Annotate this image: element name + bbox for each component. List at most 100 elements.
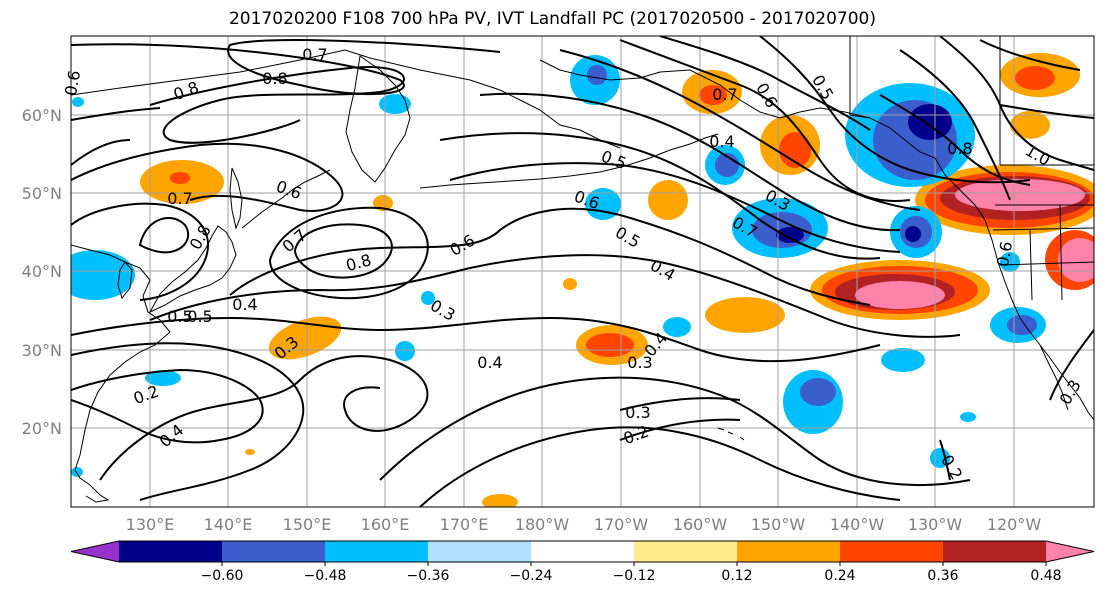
contour-line <box>979 39 1081 71</box>
kuril-islands <box>241 169 331 229</box>
pos-patch <box>482 494 518 507</box>
lon-label: 160°W <box>673 515 728 534</box>
colorbar-segment <box>737 541 841 562</box>
neg-patch <box>379 94 411 114</box>
pos-patch <box>648 180 688 220</box>
contour-line <box>71 202 210 301</box>
pos-patch <box>268 316 342 360</box>
japan-coastline <box>148 225 237 314</box>
pos-patch <box>779 132 811 168</box>
contour-line <box>999 104 1094 119</box>
lon-label: 180°W <box>515 515 570 534</box>
neg-patch <box>395 341 415 361</box>
korea-coastline <box>117 261 133 300</box>
colorbar-segment <box>325 541 429 562</box>
contour-label: 0.6 <box>61 69 84 97</box>
lat-label: 20°N <box>22 419 62 438</box>
colorbar-tick-label: 0.24 <box>824 568 855 584</box>
neg-patch <box>72 97 84 107</box>
colorbar-tick-label: 0.48 <box>1030 568 1061 584</box>
pos-patch <box>855 281 945 309</box>
colorbar-tick-label: −0.12 <box>613 568 656 584</box>
contour-line <box>71 139 131 166</box>
lat-label: 30°N <box>22 341 62 360</box>
contour-label: 0.5 <box>187 307 212 326</box>
lon-label: 170°W <box>594 515 649 534</box>
map-title: 2017020200 F108 700 hPa PV, IVT Landfall… <box>228 9 876 29</box>
contour-line <box>619 418 741 441</box>
contour-label: 0.4 <box>709 132 734 151</box>
neg-patch <box>800 378 836 406</box>
contour-line <box>759 36 1031 184</box>
lon-label: 130°E <box>126 515 175 534</box>
contour-line <box>71 107 161 121</box>
colorbar: −0.60 −0.48 −0.36 −0.24 −0.12 0.12 0.24 0.36 0.4… <box>70 540 1095 584</box>
contour-label: 0.5 <box>167 307 192 326</box>
pos-patch <box>1058 238 1094 282</box>
contour-label: 0.3 <box>627 353 652 372</box>
neg-patch <box>1000 252 1020 272</box>
neg-patch <box>71 250 135 300</box>
lon-label: 120°W <box>987 515 1042 534</box>
contour-line <box>149 254 961 338</box>
contour-line <box>439 132 881 260</box>
positive-anomaly-patches <box>140 53 1094 507</box>
latitude-labels: 60°N 50°N 40°N 30°N 20°N <box>22 106 62 438</box>
colorbar-tick-label: −0.48 <box>304 568 347 584</box>
colorbar-segment <box>531 541 635 562</box>
alaska-coastline <box>539 59 936 159</box>
contour-line <box>229 207 871 306</box>
contour-label: 0.7 <box>167 189 192 208</box>
contour-label: 0.7 <box>712 85 737 104</box>
shaded-anomalies <box>71 53 1094 507</box>
neg-patch <box>585 188 621 220</box>
contour-line <box>138 216 190 254</box>
neg-patch <box>1007 315 1037 335</box>
lon-label: 150°W <box>751 515 806 534</box>
lon-label: 140°W <box>830 515 885 534</box>
contour-line <box>71 39 501 96</box>
colorbar-segment <box>634 541 738 562</box>
pos-patch <box>1010 111 1050 139</box>
contour-line <box>939 439 951 481</box>
lon-label: 150°E <box>283 515 332 534</box>
contour-line <box>71 142 344 212</box>
contour-line <box>619 39 911 202</box>
contour-line <box>659 36 871 131</box>
contour-line <box>619 397 741 411</box>
colorbar-segment <box>119 541 223 562</box>
contour-label: 0.7 <box>302 45 327 64</box>
sakhalin-coastline <box>229 167 243 230</box>
colorbar-tick-label: −0.36 <box>407 568 450 584</box>
pos-patch <box>705 297 785 333</box>
lat-label: 40°N <box>22 262 62 281</box>
neg-patch <box>881 348 925 372</box>
contour-line <box>939 36 1094 171</box>
contour-line <box>71 316 881 363</box>
lat-label: 60°N <box>22 106 62 125</box>
contour-line <box>419 426 901 507</box>
hawaii-islands <box>717 427 745 441</box>
graticule <box>71 36 1094 507</box>
contour-label: 0.3 <box>625 403 650 422</box>
neg-patch <box>421 291 435 305</box>
lat-label: 50°N <box>22 184 62 203</box>
neg-patch <box>663 317 691 337</box>
colorbar-segment <box>840 541 944 562</box>
colorbar-tick-label: −0.60 <box>201 568 244 584</box>
colorbar-extend-min <box>71 541 119 562</box>
pos-patch <box>699 85 727 105</box>
lon-label: 160°E <box>361 515 410 534</box>
pos-patch <box>563 278 577 290</box>
north-america-coastline <box>934 157 1094 421</box>
neg-patch <box>776 227 804 243</box>
baja-coastline <box>1039 344 1069 411</box>
neg-patch <box>908 104 952 140</box>
philippines-coastline <box>74 469 110 503</box>
colorbar-tick-label: 0.36 <box>927 568 958 584</box>
aleutian-islands <box>419 133 719 189</box>
contour-line <box>379 376 971 487</box>
pos-patch <box>170 172 190 184</box>
siberia-coastline <box>71 49 621 149</box>
colorbar-segment <box>943 541 1047 562</box>
